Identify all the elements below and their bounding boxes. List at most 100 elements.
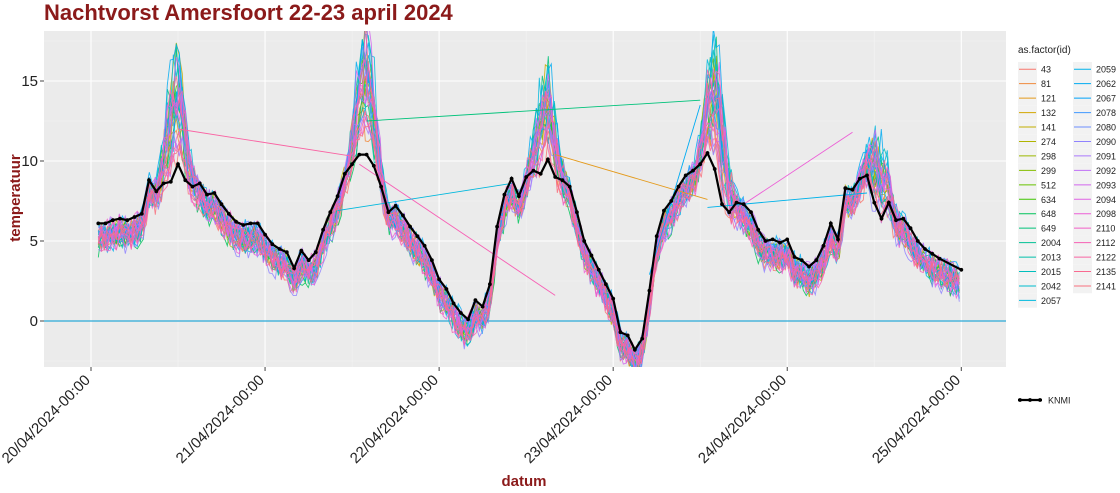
knmi-point: [886, 200, 891, 205]
legend-label: 2098: [1096, 209, 1116, 219]
knmi-point: [147, 178, 151, 183]
legend-label: 2057: [1041, 296, 1061, 306]
knmi-point: [154, 189, 159, 194]
legend-label: 2078: [1096, 108, 1116, 118]
y-tick-label: 10: [21, 153, 38, 170]
knmi-point: [705, 151, 710, 155]
x-tick-label: 25/04/2024-00:00: [869, 372, 964, 467]
knmi-point: [219, 202, 224, 207]
knmi-point: [451, 301, 456, 306]
knmi-point: [393, 203, 398, 208]
legend-label: 2004: [1041, 238, 1061, 248]
knmi-point: [546, 157, 550, 162]
knmi-point: [923, 247, 927, 251]
knmi-point: [560, 178, 565, 183]
knmi-point: [190, 184, 195, 189]
knmi-point: [132, 215, 137, 219]
knmi-point: [734, 200, 739, 205]
legend-label: 132: [1041, 108, 1056, 118]
knmi-point: [415, 234, 420, 239]
legend-label: 2092: [1096, 166, 1116, 176]
knmi-point: [807, 264, 811, 269]
legend-label: 2091: [1096, 151, 1116, 161]
knmi-point: [901, 216, 906, 221]
knmi-point: [720, 202, 724, 207]
legend-label: 2110: [1096, 224, 1115, 234]
legend-label: 274: [1041, 137, 1056, 147]
sensor-gap-line: [728, 131, 853, 215]
knmi-point: [857, 176, 862, 181]
knmi-point: [538, 171, 543, 176]
knmi-point: [168, 179, 173, 184]
knmi-point: [364, 152, 369, 157]
sensor-gap-line: [649, 104, 701, 275]
legend-label: 298: [1041, 151, 1056, 161]
x-tick-label: 24/04/2024-00:00: [695, 372, 790, 467]
knmi-point: [306, 258, 311, 263]
knmi-point: [908, 226, 913, 231]
y-axis: 0 5 10 15: [21, 73, 44, 330]
knmi-point: [379, 184, 383, 189]
knmi-point: [248, 221, 253, 226]
legend-label: 2093: [1096, 180, 1116, 190]
knmi-point: [712, 167, 717, 171]
legend-label: 2135: [1096, 267, 1116, 277]
knmi-point: [118, 216, 122, 221]
knmi-point: [647, 288, 652, 293]
knmi-point: [836, 237, 840, 242]
legend-knmi-point: [1038, 398, 1042, 402]
chart-title: Nachtvorst Amersfoort 22-23 april 2024: [44, 0, 454, 25]
x-tick-label: 23/04/2024-00:00: [521, 372, 616, 467]
knmi-point: [473, 298, 478, 303]
knmi-point: [161, 181, 166, 186]
knmi-point: [263, 232, 267, 237]
knmi-point: [611, 296, 616, 301]
knmi-point: [357, 152, 362, 157]
knmi-point: [828, 221, 833, 226]
knmi-point: [778, 240, 782, 245]
knmi-point: [618, 330, 623, 335]
legend-knmi-point: [1018, 398, 1022, 402]
legend-knmi-point: [1028, 398, 1032, 402]
knmi-point: [466, 317, 470, 322]
knmi-point: [139, 211, 144, 216]
knmi-point: [386, 210, 391, 215]
legend-label: 2015: [1041, 267, 1061, 277]
knmi-point: [959, 267, 964, 272]
y-axis-title: temperatuur: [7, 154, 24, 242]
knmi-point: [401, 213, 405, 218]
knmi-point: [814, 258, 819, 263]
legend-label: 141: [1041, 123, 1056, 133]
knmi-point: [509, 176, 514, 181]
knmi-point: [582, 239, 587, 243]
y-tick-label: 15: [21, 73, 38, 90]
knmi-point: [567, 184, 572, 189]
knmi-point: [683, 173, 688, 178]
knmi-point: [444, 287, 449, 291]
knmi-point: [872, 200, 877, 205]
knmi-point: [669, 199, 674, 203]
legend-label: 2122: [1096, 253, 1116, 263]
knmi-point: [183, 178, 188, 183]
knmi-point: [495, 224, 499, 229]
knmi-point: [930, 251, 935, 256]
knmi-point: [741, 202, 746, 207]
knmi-point: [770, 237, 775, 242]
knmi-point: [350, 162, 354, 167]
knmi-point: [176, 162, 180, 167]
y-tick-label: 5: [30, 233, 38, 250]
knmi-point: [488, 282, 492, 287]
knmi-point: [937, 256, 942, 261]
knmi-point: [277, 247, 282, 251]
knmi-point: [662, 208, 666, 213]
knmi-point: [292, 266, 296, 271]
sensor-gap-line: [359, 163, 556, 296]
knmi-point: [342, 171, 347, 176]
legend-title: as.factor(id): [1018, 45, 1071, 56]
knmi-point: [691, 168, 695, 173]
legend-label: 649: [1041, 224, 1056, 234]
legend: as.factor(id) 43 81 121 132 141 274 298 299 512 63…: [1018, 45, 1116, 406]
legend-label: 2067: [1096, 94, 1116, 104]
legend-label: 2094: [1096, 195, 1116, 205]
knmi-point: [480, 304, 485, 309]
